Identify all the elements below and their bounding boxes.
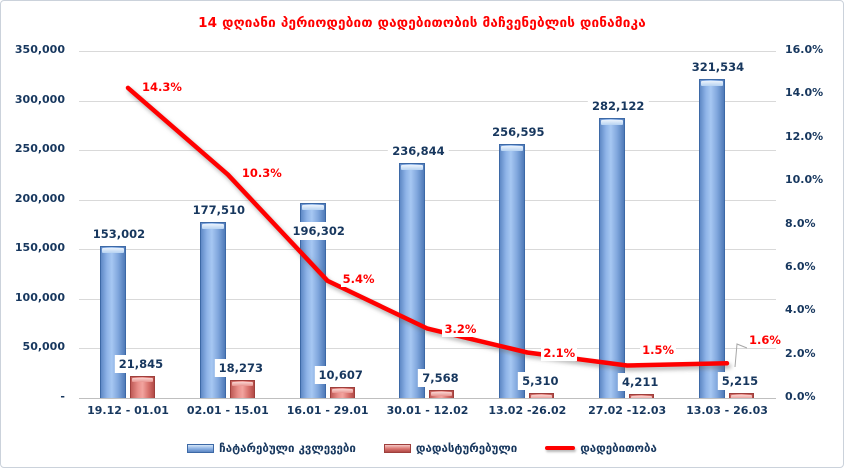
bar-conducted-tests [399, 163, 426, 398]
gridline [79, 298, 776, 300]
confirmed-value-label: 5,310 [518, 371, 563, 390]
x-axis-category-label: 02.01 - 15.01 [186, 404, 269, 417]
left-axis-tick-label: 350,000 [14, 43, 65, 56]
bar-confirmed [529, 392, 555, 398]
right-axis-tick-label: 8.0% [785, 216, 816, 230]
confirmed-value-label: 21,845 [114, 355, 168, 374]
right-axis-tick-label: 4.0% [785, 303, 816, 317]
left-axis-tick-label: 200,000 [14, 191, 65, 205]
bar-confirmed [728, 392, 754, 398]
positivity-point-label: 3.2% [442, 321, 479, 337]
red-bar-swatch-icon [383, 443, 411, 453]
tests-value-label: 177,510 [188, 201, 250, 219]
legend: ჩატარებული კვლევები დადასტურებული დადები… [1, 441, 843, 455]
left-axis-tick-label: - [60, 390, 65, 403]
left-axis-tick-label: 100,000 [14, 290, 65, 304]
confirmed-value-label: 4,211 [617, 372, 663, 391]
right-axis-tick-label: 10.0% [785, 173, 824, 187]
legend-item-conducted-tests: ჩატარებული კვლევები [187, 441, 356, 455]
legend-label-positivity: დადებითობა [580, 441, 657, 455]
x-axis-category-label: 30.01 - 12.02 [386, 404, 469, 417]
gridline [79, 199, 776, 201]
left-axis-tick-label: 250,000 [14, 142, 65, 156]
bar-confirmed [629, 393, 655, 398]
legend-label-conducted-tests: ჩატარებული კვლევები [219, 441, 356, 455]
x-axis-line [79, 398, 776, 399]
confirmed-value-label: 7,568 [418, 369, 463, 388]
tests-value-label: 153,002 [88, 225, 150, 244]
positivity-point-label: 1.6% [746, 333, 783, 349]
tests-value-label: 196,302 [288, 222, 349, 241]
x-axis-category-label: 13.02 -26.02 [488, 404, 567, 417]
confirmed-value-label: 18,273 [214, 358, 268, 377]
bar-conducted-tests [100, 246, 126, 398]
x-axis-category-label: 27.02 -12.03 [588, 404, 667, 417]
confirmed-value-label: 5,215 [717, 371, 763, 390]
right-axis-tick-label: 0.0% [785, 390, 816, 403]
tests-value-label: 282,122 [587, 97, 649, 116]
x-axis-category-label: 13.03 - 26.03 [686, 404, 768, 417]
right-axis-tick-label: 2.0% [785, 346, 816, 360]
red-line-swatch-icon [545, 446, 576, 450]
positivity-point-label: 10.3% [239, 165, 284, 181]
legend-item-positivity: დადებითობა [545, 441, 657, 455]
bar-confirmed [329, 387, 355, 398]
legend-item-confirmed: დადასტურებული [383, 441, 518, 455]
blue-bar-swatch-icon [187, 443, 215, 453]
positivity-point-label: 1.5% [640, 343, 677, 359]
right-axis-tick-label: 16.0% [785, 43, 824, 56]
x-axis-category-label: 16.01 - 29.01 [286, 404, 369, 417]
left-axis-tick-label: 300,000 [14, 92, 65, 106]
gridline [79, 51, 776, 52]
bar-conducted-tests [599, 118, 626, 398]
positivity-point-label: 14.3% [140, 79, 184, 95]
bar-confirmed [130, 376, 155, 398]
chart-title: 14 დღიანი პერიოდებით დადებითობის მაჩვენე… [198, 15, 646, 31]
positivity-point-label: 5.4% [340, 271, 377, 287]
gridline [79, 100, 776, 102]
left-axis-tick-label: 50,000 [22, 340, 65, 354]
bar-confirmed [229, 379, 255, 398]
gridline [79, 249, 776, 251]
left-axis-tick-label: 150,000 [14, 241, 65, 255]
right-axis-tick-label: 12.0% [785, 129, 824, 143]
bar-confirmed [429, 390, 455, 398]
bar-conducted-tests [698, 79, 725, 398]
confirmed-value-label: 10,607 [314, 366, 367, 385]
tests-value-label: 236,844 [388, 142, 449, 161]
right-axis-tick-label: 14.0% [785, 86, 824, 100]
bar-conducted-tests [499, 143, 526, 398]
tests-value-label: 321,534 [687, 58, 749, 77]
positivity-point-label: 2.1% [541, 346, 578, 362]
tests-value-label: 256,595 [488, 122, 549, 141]
right-axis-tick-label: 6.0% [785, 259, 816, 273]
x-axis-category-label: 19.12 - 01.01 [87, 404, 169, 417]
legend-label-confirmed: დადასტურებული [415, 441, 518, 455]
